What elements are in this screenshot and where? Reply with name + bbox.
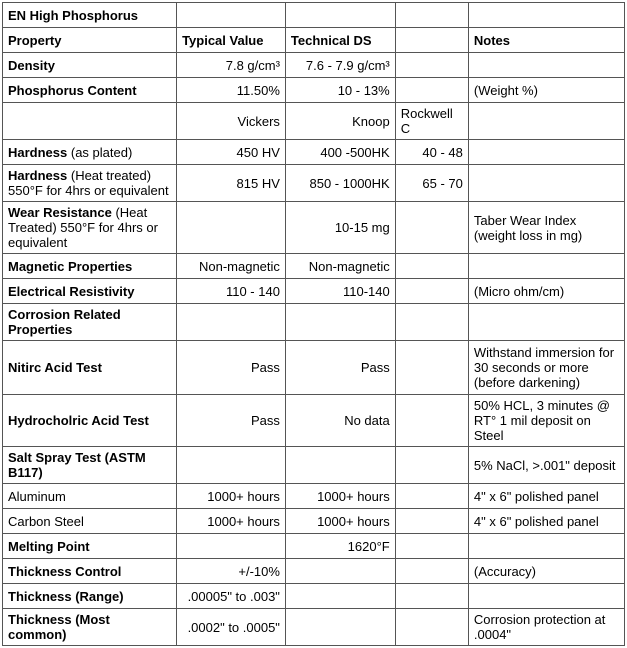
row-corrosion: Corrosion Related Properties — [3, 304, 625, 341]
header-row: Property Typical Value Technical DS Note… — [3, 28, 625, 53]
label-density: Density — [3, 53, 177, 78]
label-magnetic: Magnetic Properties — [3, 254, 177, 279]
val-density-typ: 7.8 g/cm³ — [177, 53, 286, 78]
label-phosphorus: Phosphorus Content — [3, 78, 177, 103]
row-hardness-ht: Hardness (Heat treated) 550°F for 4hrs o… — [3, 165, 625, 202]
note-wear: Taber Wear Index (weight loss in mg) — [468, 202, 624, 254]
label-wear: Wear Resistance (Heat Treated) 550°F for… — [3, 202, 177, 254]
val-thickness-range: .00005" to .003" — [177, 584, 286, 609]
val-aluminum-ds: 1000+ hours — [285, 484, 395, 509]
label-salt-spray: Salt Spray Test (ASTM B117) — [3, 447, 177, 484]
val-hardness-ht-typ: 815 HV — [177, 165, 286, 202]
row-wear: Wear Resistance (Heat Treated) 550°F for… — [3, 202, 625, 254]
label-carbon-steel: Carbon Steel — [3, 509, 177, 534]
val-resistivity-typ: 110 - 140 — [177, 279, 286, 304]
row-hardness-scales: Vickers Knoop Rockwell C — [3, 103, 625, 140]
row-carbon-steel: Carbon Steel 1000+ hours 1000+ hours 4" … — [3, 509, 625, 534]
val-density-ds: 7.6 - 7.9 g/cm³ — [285, 53, 395, 78]
val-nitric-typ: Pass — [177, 341, 286, 395]
note-resistivity: (Micro ohm/cm) — [468, 279, 624, 304]
label-thickness-range: Thickness (Range) — [3, 584, 177, 609]
row-density: Density 7.8 g/cm³ 7.6 - 7.9 g/cm³ — [3, 53, 625, 78]
col-property: Property — [3, 28, 177, 53]
properties-table: EN High Phosphorus Property Typical Valu… — [2, 2, 625, 646]
label-hardness-ht: Hardness (Heat treated) 550°F for 4hrs o… — [3, 165, 177, 202]
val-phosphorus-typ: 11.50% — [177, 78, 286, 103]
title-row: EN High Phosphorus — [3, 3, 625, 28]
val-hcl-ds: No data — [285, 395, 395, 447]
table-title: EN High Phosphorus — [3, 3, 177, 28]
val-magnetic-ds: Non-magnetic — [285, 254, 395, 279]
label-melting: Melting Point — [3, 534, 177, 559]
col-notes: Notes — [468, 28, 624, 53]
label-nitric: Nitirc Acid Test — [3, 341, 177, 395]
row-aluminum: Aluminum 1000+ hours 1000+ hours 4" x 6"… — [3, 484, 625, 509]
val-hardness-plated-ds: 400 -500HK — [285, 140, 395, 165]
row-thickness-common: Thickness (Most common) .0002" to .0005"… — [3, 609, 625, 646]
label-resistivity: Electrical Resistivity — [3, 279, 177, 304]
note-thickness-control: (Accuracy) — [468, 559, 624, 584]
row-thickness-control: Thickness Control +/-10% (Accuracy) — [3, 559, 625, 584]
val-carbon-steel-typ: 1000+ hours — [177, 509, 286, 534]
label-thickness-common: Thickness (Most common) — [3, 609, 177, 646]
val-resistivity-ds: 110-140 — [285, 279, 395, 304]
val-thickness-common: .0002" to .0005" — [177, 609, 286, 646]
val-phosphorus-ds: 10 - 13% — [285, 78, 395, 103]
label-hcl: Hydrocholric Acid Test — [3, 395, 177, 447]
val-hardness-ht-rc: 65 - 70 — [395, 165, 468, 202]
row-melting: Melting Point 1620°F — [3, 534, 625, 559]
val-melting-ds: 1620°F — [285, 534, 395, 559]
val-thickness-control: +/-10% — [177, 559, 286, 584]
row-resistivity: Electrical Resistivity 110 - 140 110-140… — [3, 279, 625, 304]
row-salt-spray: Salt Spray Test (ASTM B117) 5% NaCl, >.0… — [3, 447, 625, 484]
val-wear-ds: 10-15 mg — [285, 202, 395, 254]
row-hcl: Hydrocholric Acid Test Pass No data 50% … — [3, 395, 625, 447]
val-hcl-typ: Pass — [177, 395, 286, 447]
note-hcl: 50% HCL, 3 minutes @ RT° 1 mil deposit o… — [468, 395, 624, 447]
row-nitric: Nitirc Acid Test Pass Pass Withstand imm… — [3, 341, 625, 395]
scale-knoop: Knoop — [285, 103, 395, 140]
scale-vickers: Vickers — [177, 103, 286, 140]
note-phosphorus: (Weight %) — [468, 78, 624, 103]
col-typical: Typical Value — [177, 28, 286, 53]
scale-rockwell: Rockwell C — [395, 103, 468, 140]
note-carbon-steel: 4" x 6" polished panel — [468, 509, 624, 534]
val-hardness-ht-ds: 850 - 1000HK — [285, 165, 395, 202]
val-aluminum-typ: 1000+ hours — [177, 484, 286, 509]
col-technical-ds: Technical DS — [285, 28, 395, 53]
row-thickness-range: Thickness (Range) .00005" to .003" — [3, 584, 625, 609]
row-hardness-plated: Hardness (as plated) 450 HV 400 -500HK 4… — [3, 140, 625, 165]
row-phosphorus: Phosphorus Content 11.50% 10 - 13% (Weig… — [3, 78, 625, 103]
val-hardness-plated-rc: 40 - 48 — [395, 140, 468, 165]
label-corrosion: Corrosion Related Properties — [3, 304, 177, 341]
val-magnetic-typ: Non-magnetic — [177, 254, 286, 279]
label-aluminum: Aluminum — [3, 484, 177, 509]
row-magnetic: Magnetic Properties Non-magnetic Non-mag… — [3, 254, 625, 279]
val-carbon-steel-ds: 1000+ hours — [285, 509, 395, 534]
val-nitric-ds: Pass — [285, 341, 395, 395]
val-hardness-plated-typ: 450 HV — [177, 140, 286, 165]
note-aluminum: 4" x 6" polished panel — [468, 484, 624, 509]
note-nitric: Withstand immersion for 30 seconds or mo… — [468, 341, 624, 395]
note-thickness-common: Corrosion protection at .0004" — [468, 609, 624, 646]
label-thickness-control: Thickness Control — [3, 559, 177, 584]
label-hardness-plated: Hardness (as plated) — [3, 140, 177, 165]
note-salt-spray: 5% NaCl, >.001" deposit — [468, 447, 624, 484]
